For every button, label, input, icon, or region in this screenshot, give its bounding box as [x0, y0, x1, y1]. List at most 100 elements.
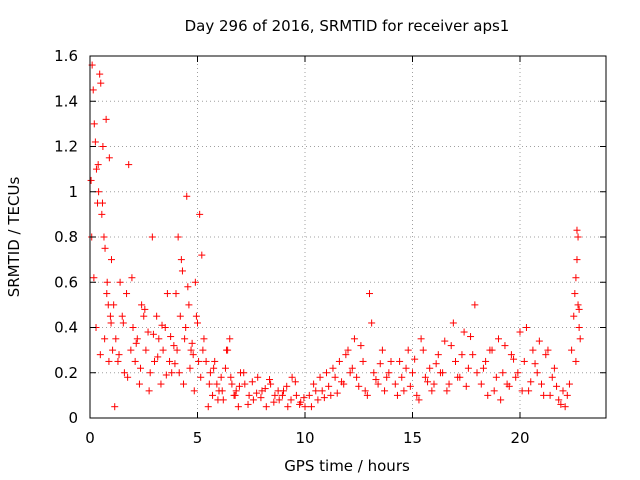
- data-point: [185, 301, 193, 309]
- data-point: [262, 403, 270, 411]
- data-point: [469, 351, 477, 359]
- data-point: [331, 373, 339, 381]
- data-point: [163, 290, 171, 298]
- grid-lines: [90, 56, 606, 418]
- data-point: [497, 396, 505, 404]
- x-tick-labels: 0 5 10 15 20: [85, 429, 529, 447]
- data-point: [568, 346, 576, 354]
- data-point: [283, 382, 291, 390]
- data-point: [296, 400, 304, 408]
- data-point: [181, 335, 189, 343]
- data-point: [312, 387, 320, 395]
- data-point: [195, 357, 203, 365]
- data-point: [574, 301, 582, 309]
- data-point: [507, 351, 515, 359]
- data-point: [214, 396, 222, 404]
- data-point: [166, 357, 174, 365]
- data-point: [573, 256, 581, 264]
- data-point: [249, 396, 257, 404]
- data-point: [314, 396, 322, 404]
- data-point: [119, 319, 127, 327]
- data-point: [462, 382, 470, 390]
- data-point: [499, 369, 507, 377]
- y-tick-label: 0: [68, 409, 78, 427]
- data-point: [270, 398, 278, 406]
- data-point: [505, 382, 513, 390]
- data-point: [218, 387, 226, 395]
- data-point: [520, 357, 528, 365]
- data-point: [419, 346, 427, 354]
- data-point: [421, 373, 429, 381]
- data-point: [234, 403, 242, 411]
- data-point: [563, 391, 571, 399]
- data-point: [227, 373, 235, 381]
- data-point: [464, 364, 472, 372]
- data-point: [533, 369, 541, 377]
- data-point: [402, 364, 410, 372]
- data-point: [261, 385, 269, 393]
- data-point: [138, 301, 146, 309]
- data-point: [172, 290, 180, 298]
- data-point: [175, 369, 183, 377]
- data-point: [327, 391, 335, 399]
- data-point: [114, 357, 122, 365]
- data-point: [305, 391, 313, 399]
- data-point: [162, 371, 170, 379]
- x-axis-label: GPS time / hours: [284, 457, 410, 475]
- data-point: [190, 387, 198, 395]
- data-point: [235, 382, 243, 390]
- axis-ticks: [89, 55, 606, 419]
- data-point: [91, 138, 99, 146]
- data-point: [522, 324, 530, 331]
- data-point: [223, 346, 231, 354]
- data-point: [316, 373, 324, 381]
- data-point: [96, 351, 104, 359]
- data-point: [512, 373, 520, 381]
- data-point: [177, 256, 185, 264]
- data-point: [158, 321, 166, 329]
- data-point: [202, 357, 210, 365]
- data-point: [393, 391, 401, 399]
- data-point: [210, 364, 218, 372]
- data-point: [518, 387, 526, 395]
- data-point: [92, 165, 100, 173]
- y-tick-labels: 0 0.2 0.4 0.6 0.8 1 1.2 1.4 1.6: [54, 47, 78, 427]
- data-point: [192, 312, 200, 320]
- data-point: [310, 380, 318, 388]
- data-point: [141, 305, 149, 313]
- data-point: [206, 369, 214, 377]
- data-point: [131, 357, 139, 365]
- data-point: [398, 373, 406, 381]
- data-point: [103, 290, 111, 298]
- data-point: [204, 403, 212, 411]
- data-point: [363, 391, 371, 399]
- data-point: [383, 373, 391, 381]
- data-point: [149, 330, 157, 338]
- data-point: [110, 301, 118, 309]
- data-point: [501, 342, 509, 350]
- data-point: [221, 364, 229, 372]
- data-point: [572, 274, 580, 282]
- data-point: [240, 369, 248, 377]
- data-point: [154, 353, 162, 361]
- data-point: [174, 233, 182, 241]
- data-point: [198, 251, 206, 259]
- data-point: [182, 324, 190, 331]
- data-point: [572, 357, 580, 365]
- data-point: [116, 278, 124, 286]
- data-point: [146, 369, 154, 377]
- y-tick-label: 0.6: [54, 273, 78, 291]
- data-point: [232, 387, 240, 395]
- data-point: [245, 391, 253, 399]
- data-point: [374, 380, 382, 388]
- data-point: [271, 391, 279, 399]
- data-point: [148, 233, 156, 241]
- data-point: [129, 324, 137, 331]
- data-point: [434, 351, 442, 359]
- data-point: [381, 387, 389, 395]
- data-point: [211, 357, 219, 365]
- data-point: [413, 391, 421, 399]
- data-point: [194, 319, 201, 327]
- data-point: [411, 355, 419, 363]
